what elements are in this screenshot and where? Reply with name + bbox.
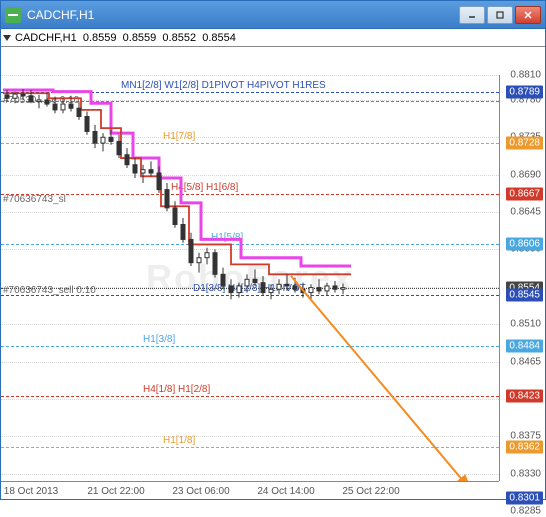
price-box: 0.8484 [506, 339, 543, 352]
ytick-label: 0.8810 [510, 70, 541, 81]
plot-area[interactable]: RoboForex MN1[2/8] W1[2/8] D1PIVOT H4PIV… [1, 75, 499, 481]
xtick-label: 24 Oct 14:00 [257, 486, 314, 497]
minimize-button[interactable] [459, 6, 485, 24]
price-box: 0.8789 [506, 86, 543, 99]
xtick-label: 18 Oct 2013 [4, 486, 58, 497]
candles [1, 75, 499, 481]
window-title: CADCHF,H1 [27, 8, 459, 22]
price-box: 0.8301 [506, 491, 543, 504]
titlebar[interactable]: CADCHF,H1 [1, 1, 545, 29]
chart-icon [5, 7, 21, 23]
dropdown-icon[interactable] [3, 35, 11, 41]
ohlc-o: 0.8559 [83, 32, 117, 44]
window-controls [459, 6, 541, 24]
ytick-label: 0.8690 [510, 169, 541, 180]
y-axis: 0.88100.87800.87350.86900.86450.86000.85… [499, 75, 545, 481]
xtick-label: 23 Oct 06:00 [172, 486, 229, 497]
price-box: 0.8667 [506, 187, 543, 200]
ytick-label: 0.8465 [510, 356, 541, 367]
xtick-label: 21 Oct 22:00 [87, 486, 144, 497]
ohlc-text: CADCHF,H1 0.8559 0.8559 0.8552 0.8554 [15, 32, 236, 44]
ytick-label: 0.8285 [510, 506, 541, 517]
ytick-label: 0.8330 [510, 468, 541, 479]
ohlc-l: 0.8552 [162, 32, 196, 44]
price-box: 0.8423 [506, 390, 543, 403]
chart-window: CADCHF,H1 CADCHF,H1 0.8559 0.8559 0.8552… [0, 0, 546, 500]
chart-header: CADCHF,H1 0.8559 0.8559 0.8552 0.8554 [1, 29, 545, 47]
xtick-label: 25 Oct 22:00 [342, 486, 399, 497]
symbol-label: CADCHF,H1 [15, 32, 77, 44]
price-box: 0.8362 [506, 441, 543, 454]
maximize-button[interactable] [487, 6, 513, 24]
ohlc-c: 0.8554 [202, 32, 236, 44]
x-axis: 18 Oct 2013 21 Oct 22:00 23 Oct 06:00 24 Oc… [1, 481, 499, 499]
ytick-label: 0.8510 [510, 319, 541, 330]
ytick-label: 0.8645 [510, 207, 541, 218]
ohlc-h: 0.8559 [123, 32, 157, 44]
price-box: 0.8606 [506, 238, 543, 251]
price-box: 0.8545 [506, 289, 543, 302]
price-box: 0.8728 [506, 137, 543, 150]
close-button[interactable] [515, 6, 541, 24]
chart-area: CADCHF,H1 0.8559 0.8559 0.8552 0.8554 Ro… [1, 29, 545, 499]
